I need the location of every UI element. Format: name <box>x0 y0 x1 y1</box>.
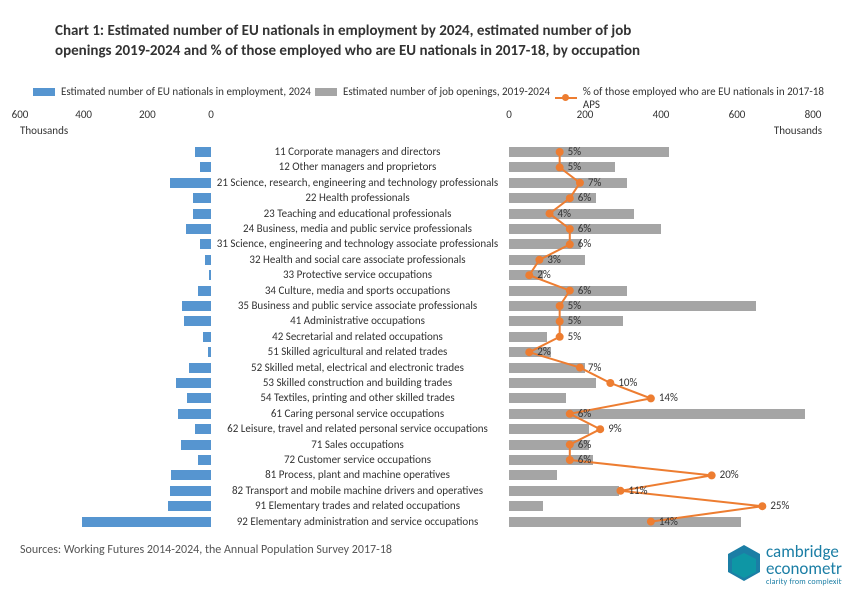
pct-marker <box>556 148 564 156</box>
pct-value-label: 7% <box>588 361 601 374</box>
pct-marker <box>758 502 766 510</box>
pct-marker <box>556 317 564 325</box>
pct-marker <box>566 240 574 248</box>
pct-value-label: 5% <box>568 145 581 158</box>
pct-value-label: 9% <box>608 422 621 435</box>
pct-line-layer <box>0 0 842 599</box>
pct-value-label: 6% <box>578 407 591 420</box>
pct-marker <box>576 179 584 187</box>
pct-marker <box>576 364 584 372</box>
pct-value-label: 14% <box>659 391 678 404</box>
pct-value-label: 2% <box>537 345 550 358</box>
pct-value-label: 6% <box>578 438 591 451</box>
pct-marker <box>535 256 543 264</box>
pct-value-label: 5% <box>568 160 581 173</box>
pct-marker <box>566 287 574 295</box>
pct-value-label: 3% <box>547 253 560 266</box>
pct-marker <box>647 518 655 526</box>
source-text: Sources: Working Futures 2014-2024, the … <box>20 543 392 557</box>
pct-value-label: 6% <box>578 453 591 466</box>
pct-marker <box>525 271 533 279</box>
chart-container: Chart 1: Estimated number of EU national… <box>0 0 842 599</box>
pct-marker <box>556 302 564 310</box>
pct-value-label: 5% <box>568 330 581 343</box>
pct-value-label: 6% <box>578 222 591 235</box>
pct-marker <box>566 410 574 418</box>
pct-marker <box>616 487 624 495</box>
pct-value-label: 14% <box>659 515 678 528</box>
pct-marker <box>566 225 574 233</box>
pct-marker <box>606 379 614 387</box>
pct-marker <box>596 425 604 433</box>
pct-value-label: 5% <box>568 314 581 327</box>
pct-marker <box>546 210 554 218</box>
pct-marker <box>566 194 574 202</box>
pct-value-label: 6% <box>578 191 591 204</box>
pct-marker <box>647 394 655 402</box>
pct-marker <box>525 348 533 356</box>
pct-value-label: 20% <box>720 468 739 481</box>
pct-value-label: 10% <box>618 376 637 389</box>
pct-marker <box>566 441 574 449</box>
pct-value-label: 6% <box>578 284 591 297</box>
pct-value-label: 11% <box>628 484 647 497</box>
logo-icon <box>724 543 764 583</box>
pct-marker <box>566 456 574 464</box>
pct-marker <box>556 163 564 171</box>
pct-value-label: 2% <box>537 268 550 281</box>
logo-tagline: clarity from complexity <box>766 577 842 587</box>
pct-marker <box>556 333 564 341</box>
logo-line2: econometrics <box>766 558 842 579</box>
pct-value-label: 6% <box>578 237 591 250</box>
pct-value-label: 25% <box>770 499 789 512</box>
pct-marker <box>708 471 716 479</box>
pct-value-label: 5% <box>568 299 581 312</box>
pct-value-label: 7% <box>588 176 601 189</box>
pct-value-label: 4% <box>558 207 571 220</box>
